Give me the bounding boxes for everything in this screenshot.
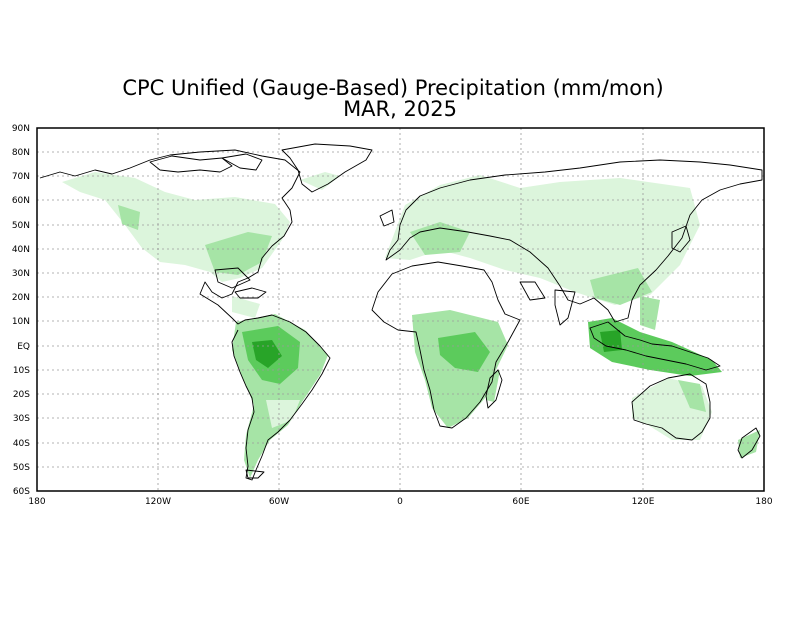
madagascar-region — [486, 370, 500, 402]
grid — [37, 128, 764, 491]
caribbean-coastline — [234, 287, 267, 299]
lat-tick-label: 40S — [13, 439, 30, 449]
lat-tick-label: 80N — [12, 148, 30, 158]
sa-amazon-core-region — [252, 340, 282, 368]
coastlines — [39, 143, 763, 481]
lat-tick-label: 10N — [12, 317, 30, 327]
india-coastline — [554, 289, 576, 326]
na-light-region — [62, 172, 290, 282]
new-zealand-coastline — [737, 427, 761, 459]
lon-tick-label: 120W — [145, 497, 171, 507]
africa-mid-region — [412, 310, 508, 428]
greenland-coastline — [281, 143, 373, 193]
indonesia-coastline — [589, 321, 721, 371]
lat-tick-label: 40N — [12, 245, 30, 255]
map-subtitle: MAR, 2025 — [343, 97, 457, 121]
lat-tick-label: 70N — [12, 172, 30, 182]
map-frame — [36, 127, 765, 492]
madagascar-coastline — [485, 369, 503, 409]
central-america-region — [232, 296, 260, 318]
lon-tick-label: 60E — [512, 497, 529, 507]
lon-tick-label: 0 — [397, 497, 403, 507]
lon-tick-label: 180 — [28, 497, 45, 507]
precipitation-field — [62, 172, 760, 478]
lat-tick-label: EQ — [17, 342, 30, 352]
arabia-coastline — [519, 281, 546, 301]
lat-tick-label: 30N — [12, 269, 30, 279]
lon-tick-label: 60W — [269, 497, 289, 507]
indonesia-region — [588, 318, 722, 376]
na-east-region — [205, 232, 272, 275]
lat-tick-label: 90N — [12, 124, 30, 134]
lat-tick-label: 10S — [13, 366, 30, 376]
arctic-islands-coastline — [149, 155, 233, 173]
lat-tick-label: 60S — [13, 487, 30, 497]
east-asia-mid-region — [590, 268, 652, 305]
africa-congo-region — [438, 332, 490, 372]
japan-coastline — [671, 225, 691, 253]
sumatra-core-region — [600, 330, 622, 352]
british-isles-coastline — [379, 209, 395, 227]
map-title: CPC Unified (Gauge-Based) Precipitation … — [122, 76, 663, 100]
lon-axis: 180 120W 60W 0 60E 120E 180 — [28, 497, 772, 507]
australia-coastline — [631, 373, 711, 441]
lat-tick-label: 20N — [12, 293, 30, 303]
greenland-region — [300, 172, 340, 190]
lat-axis: 90N 80N 70N 60N 50N 40N 30N 20N 10N EQ 1… — [12, 124, 30, 497]
lon-tick-label: 120E — [632, 497, 655, 507]
americas-coastline — [39, 149, 331, 481]
lat-tick-label: 30S — [13, 414, 30, 424]
sa-south-light-region — [266, 400, 300, 428]
na-west-coast-region — [118, 205, 140, 230]
eurasia-coastline — [385, 159, 763, 323]
lat-tick-label: 20S — [13, 390, 30, 400]
tierra-del-fuego-coastline — [245, 469, 265, 479]
lon-tick-label: 180 — [755, 497, 772, 507]
lat-tick-label: 60N — [12, 196, 30, 206]
lat-tick-label: 50N — [12, 221, 30, 231]
philippines-region — [640, 296, 660, 330]
lat-tick-label: 50S — [13, 463, 30, 473]
gulf-coastline — [214, 267, 251, 289]
africa-coastline — [371, 261, 521, 429]
baffin-coastline — [221, 153, 263, 171]
new-zealand-region — [738, 430, 760, 458]
australia-northeast-region — [678, 380, 706, 412]
